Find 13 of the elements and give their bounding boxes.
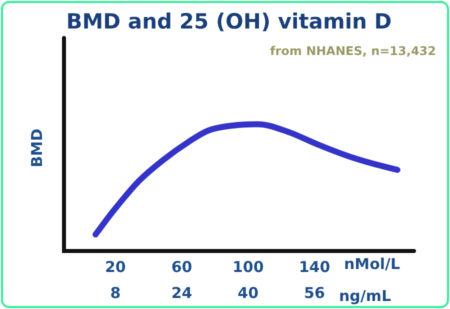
y-axis-title: BMD [28,128,46,168]
chart-title: BMD and 25 (OH) vitamin D [66,9,392,34]
text: from NHANES, n=13,432 [270,44,436,58]
x2-tick-label: 40 [238,284,259,302]
x2-axis-title: ng/mL [339,286,392,305]
x2-tick-label: 56 [304,284,325,302]
x2-tick-label: 8 [110,284,121,302]
x-tick-label: 140 [298,258,330,276]
x-axis-title: nMol/L [344,254,401,273]
x2-tick-label: 24 [171,284,192,302]
x-tick-label: 60 [171,258,192,276]
x-tick-label: 100 [232,258,264,276]
x-tick-label: 20 [104,258,126,276]
